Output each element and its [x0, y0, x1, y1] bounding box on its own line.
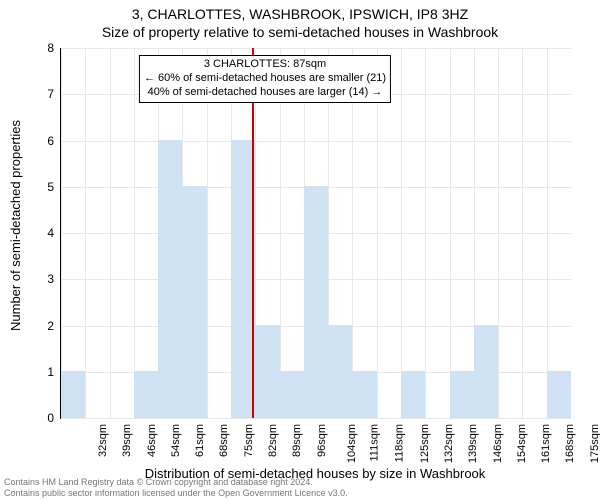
y-tick-label: 1 — [36, 365, 54, 379]
y-tick-label: 8 — [36, 41, 54, 55]
x-tick-label: 68sqm — [218, 424, 230, 457]
histogram-bar — [401, 371, 425, 418]
histogram-bar — [450, 371, 474, 418]
histogram-bar — [474, 325, 498, 419]
x-tick-label: 154sqm — [516, 424, 528, 463]
x-tick-label: 32sqm — [97, 424, 109, 457]
annotation-box: 3 CHARLOTTES: 87sqm ← 60% of semi-detach… — [139, 55, 391, 102]
histogram-bar — [304, 186, 328, 418]
x-tick-label: 46sqm — [146, 424, 158, 457]
gridline-v — [547, 48, 548, 418]
gridline-v — [61, 48, 62, 418]
y-tick-label: 0 — [36, 411, 54, 425]
y-tick-label: 3 — [36, 272, 54, 286]
y-tick-label: 2 — [36, 319, 54, 333]
x-tick-label: 175sqm — [589, 424, 600, 463]
gridline-v — [85, 48, 86, 418]
y-axis-label: Number of semi-detached properties — [8, 15, 23, 226]
gridline-v — [498, 48, 499, 418]
x-tick-label: 89sqm — [291, 424, 303, 457]
y-tick-label: 4 — [36, 226, 54, 240]
footer-line1: Contains HM Land Registry data © Crown c… — [4, 477, 348, 487]
x-tick-label: 61sqm — [194, 424, 206, 457]
histogram-bar — [280, 371, 304, 418]
gridline-h — [61, 141, 571, 142]
gridline-v — [134, 48, 135, 418]
x-tick-label: 132sqm — [443, 424, 455, 463]
gridline-v — [522, 48, 523, 418]
annotation-line2: ← 60% of semi-detached houses are smalle… — [144, 72, 386, 86]
histogram-bar — [352, 371, 376, 418]
x-tick-label: 39sqm — [121, 424, 133, 457]
x-tick-label: 125sqm — [419, 424, 431, 463]
x-tick-label: 75sqm — [243, 424, 255, 457]
y-axis-label-text: Number of semi-detached properties — [8, 120, 23, 331]
gridline-v — [352, 48, 353, 418]
chart-title-address: 3, CHARLOTTES, WASHBROOK, IPSWICH, IP8 3… — [0, 6, 600, 22]
gridline-h — [61, 418, 571, 419]
histogram-bar — [61, 371, 85, 418]
x-tick-label: 96sqm — [316, 424, 328, 457]
gridline-v — [110, 48, 111, 418]
x-tick-label: 104sqm — [346, 424, 358, 463]
subject-marker-line — [252, 48, 254, 418]
histogram-bar — [158, 140, 182, 419]
x-tick-label: 54sqm — [170, 424, 182, 457]
gridline-v — [280, 48, 281, 418]
gridline-v — [401, 48, 402, 418]
annotation-line1: 3 CHARLOTTES: 87sqm — [144, 58, 386, 72]
footer-attribution: Contains HM Land Registry data © Crown c… — [4, 477, 348, 498]
footer-line2: Contains public sector information licen… — [4, 488, 348, 498]
annotation-line3: 40% of semi-detached houses are larger (… — [144, 86, 386, 100]
histogram-bar — [182, 186, 206, 418]
gridline-v — [207, 48, 208, 418]
x-tick-label: 168sqm — [565, 424, 577, 463]
chart-container: { "title_line1": "3, CHARLOTTES, WASHBRO… — [0, 0, 600, 500]
y-tick-label: 5 — [36, 180, 54, 194]
chart-title-subtitle: Size of property relative to semi-detach… — [0, 24, 600, 40]
histogram-bar — [134, 371, 158, 418]
gridline-v — [377, 48, 378, 418]
histogram-bar — [328, 325, 352, 419]
x-tick-label: 146sqm — [492, 424, 504, 463]
x-tick-label: 118sqm — [394, 424, 406, 462]
gridline-v — [450, 48, 451, 418]
x-tick-label: 111sqm — [369, 424, 381, 462]
gridline-h — [61, 48, 571, 49]
y-tick-label: 7 — [36, 87, 54, 101]
x-tick-label: 161sqm — [540, 424, 552, 463]
x-tick-label: 139sqm — [467, 424, 479, 463]
histogram-bar — [255, 325, 279, 419]
plot-area: 3 CHARLOTTES: 87sqm ← 60% of semi-detach… — [60, 48, 571, 419]
x-tick-label: 82sqm — [267, 424, 279, 457]
y-tick-label: 6 — [36, 134, 54, 148]
histogram-bar — [547, 371, 571, 418]
gridline-v — [425, 48, 426, 418]
